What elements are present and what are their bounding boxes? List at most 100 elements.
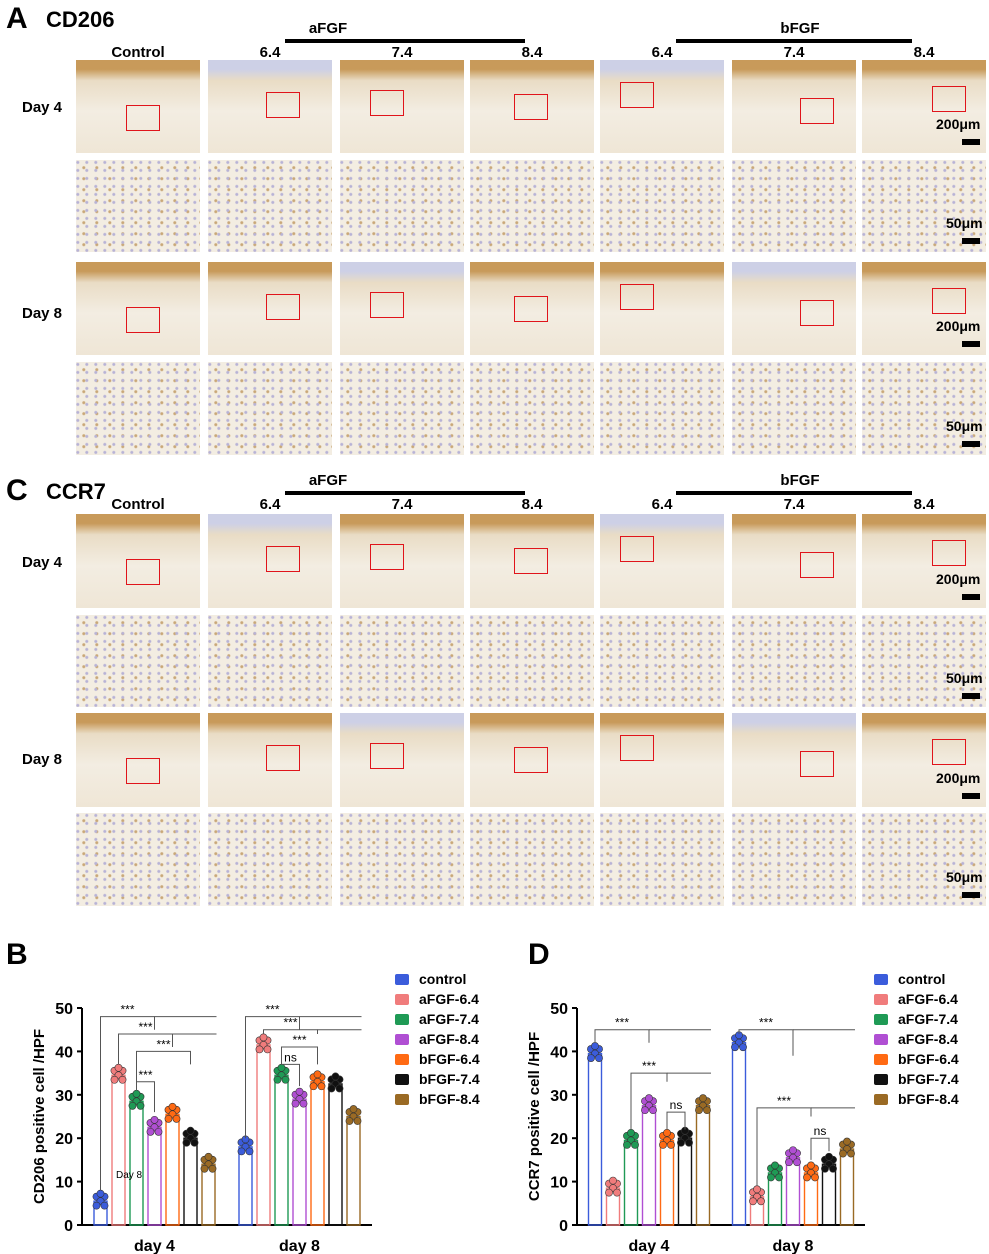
chart-b-significance-label: *** (283, 1016, 297, 1030)
c-micrograph-r2-c6 (862, 713, 986, 807)
a-column-label-2: 7.4 (391, 44, 413, 61)
chart-d-point-0-0-3 (587, 1054, 595, 1062)
chart-d-bar-1-3 (785, 1157, 801, 1226)
chart-b-legend-swatch-4 (395, 1054, 409, 1065)
a-scalebar-r3 (962, 441, 980, 447)
a-micrograph-r3-c4 (600, 362, 724, 455)
chart-d-point-0-2-4 (631, 1140, 639, 1149)
chart-b-point-1-3-4 (299, 1099, 308, 1108)
chart-b-point-1-4-3 (309, 1082, 318, 1091)
chart-b-point-1-1-3 (255, 1045, 264, 1054)
c-micrograph-r0-c0 (76, 514, 200, 608)
chart-b-legend-label-6: bFGF-8.4 (419, 1091, 480, 1107)
chart-d-significance-bracket: *** (756, 1094, 855, 1186)
chart-d-point-1-6-4 (847, 1149, 855, 1158)
chart-d-significance-label: *** (759, 1016, 773, 1030)
chart-d-point-0-1-3 (605, 1188, 613, 1197)
chart-b-legend-swatch-0 (395, 974, 409, 985)
chart-b-significance-label: *** (265, 1003, 279, 1017)
chart-d-point-0-5-3 (677, 1138, 685, 1147)
chart-b-x-tick-label-1: day 8 (279, 1238, 320, 1254)
c-roi-box-r2-c5 (800, 751, 834, 777)
c-scalebar-r1 (962, 693, 980, 699)
a-micrograph-r0-c0 (76, 60, 200, 153)
chart-d-legend-swatch-2 (874, 1014, 888, 1025)
c-micrograph-r1-c5 (732, 615, 856, 707)
c-micrograph-r2-c0 (76, 713, 200, 807)
c-micrograph-r0-c1 (208, 514, 332, 608)
chart-b-inner-label: Day 8 (116, 1170, 143, 1181)
chart-d-y-tick-label: 30 (550, 1088, 568, 1105)
c-roi-box-r0-c6 (932, 540, 966, 566)
chart-d-point-1-4-3 (803, 1173, 811, 1182)
a-roi-box-r0-c6 (932, 86, 966, 112)
chart-b-legend-label-4: bFGF-6.4 (419, 1051, 480, 1067)
chart-b-x-tick-label-0: day 4 (134, 1238, 175, 1254)
c-roi-box-r0-c3 (514, 548, 548, 574)
chart-d-point-0-6-3 (695, 1106, 703, 1115)
chart-b-significance-bracket: *** (245, 1003, 362, 1139)
a-scalebar-label-r1: 50μm (946, 215, 983, 231)
chart-b-legend-label-0: control (419, 971, 467, 987)
chart-d-x-tick-label-0: day 4 (629, 1238, 670, 1254)
chart-b-point-0-1-4 (118, 1075, 127, 1084)
chart-b-significance-label: *** (138, 1020, 152, 1034)
c-micrograph-r0-c3 (470, 514, 594, 608)
a-micrograph-r1-c4 (600, 160, 724, 252)
a-roi-box-r2-c3 (514, 296, 548, 322)
chart-b-significance-bracket: *** (118, 1020, 217, 1065)
chart-d-significance-label: ns (814, 1124, 827, 1138)
chart-d-bar-1-6 (839, 1148, 855, 1226)
c-roi-box-r2-c1 (266, 745, 300, 771)
chart-b-point-0-4-4 (172, 1114, 181, 1123)
chart-d-point-1-6-3 (839, 1149, 847, 1158)
a-micrograph-r2-c1 (208, 262, 332, 355)
a-roi-box-r2-c4 (620, 284, 654, 310)
chart-b-y-tick-label: 50 (55, 1001, 73, 1018)
c-micrograph-r1-c1 (208, 615, 332, 707)
chart-d-point-1-3-5 (789, 1146, 797, 1155)
chart-b-point-1-1-4 (263, 1045, 272, 1054)
chart-b-point-1-6-5 (349, 1105, 358, 1113)
c-column-label-5: 7.4 (783, 496, 805, 513)
c-column-label-4: 6.4 (651, 496, 673, 513)
a-micrograph-r0-c3 (470, 60, 594, 153)
chart-b-point-0-0-3 (92, 1201, 101, 1210)
chart-b-point-0-6-5 (204, 1152, 213, 1161)
c-micrograph-r2-c5 (732, 713, 856, 807)
chart-b-legend-label-1: aFGF-6.4 (419, 991, 479, 1007)
a-scalebar-r1 (962, 238, 980, 244)
chart-b-significance-label: *** (120, 1003, 134, 1017)
row-label-day8: Day 8 (22, 305, 63, 322)
c-micrograph-r3-c2 (340, 813, 464, 906)
chart-d-point-0-0-5 (591, 1042, 599, 1050)
chart-d-bar-0-0 (587, 1052, 603, 1226)
c-micrograph-r3-c3 (470, 813, 594, 906)
chart-d-legend-swatch-1 (874, 994, 888, 1005)
chart-b-point-0-4-3 (164, 1114, 173, 1123)
chart-d-y-axis-label: CCR7 positive cell /HPF (526, 1032, 543, 1201)
chart-b-point-1-5-5 (331, 1072, 340, 1081)
chart-b-point-1-4-4 (317, 1082, 326, 1091)
chart-d-legend-swatch-6 (874, 1094, 888, 1105)
panel-title-ccr7: CCR7 (46, 479, 106, 504)
chart-b-significance-bracket: *** (136, 1068, 155, 1113)
chart-d-bar-0-3 (641, 1104, 657, 1226)
chart-d-legend-swatch-3 (874, 1034, 888, 1045)
chart-b-point-1-3-5 (295, 1087, 304, 1096)
c-scalebar-label-r0: 200μm (936, 571, 981, 587)
chart-d-point-0-2-3 (623, 1140, 631, 1149)
a-micrograph-r2-c0 (76, 262, 200, 355)
a-column-label-4: 6.4 (651, 44, 673, 61)
chart-b-point-0-2-4 (136, 1101, 145, 1110)
chart-d-legend-label-2: aFGF-7.4 (898, 1011, 958, 1027)
chart-d-bar-0-5 (677, 1137, 693, 1226)
chart-d-point-0-6-5 (699, 1094, 707, 1103)
a-micrograph-r1-c2 (340, 160, 464, 252)
c-micrograph-r1-c6 (862, 615, 986, 707)
chart-d-point-1-3-4 (793, 1158, 801, 1167)
c-column-label-2: 7.4 (391, 496, 413, 513)
c-micrograph-r1-c4 (600, 615, 724, 707)
chart-d-legend-label-1: aFGF-6.4 (898, 991, 958, 1007)
a-roi-box-r0-c3 (514, 94, 548, 120)
